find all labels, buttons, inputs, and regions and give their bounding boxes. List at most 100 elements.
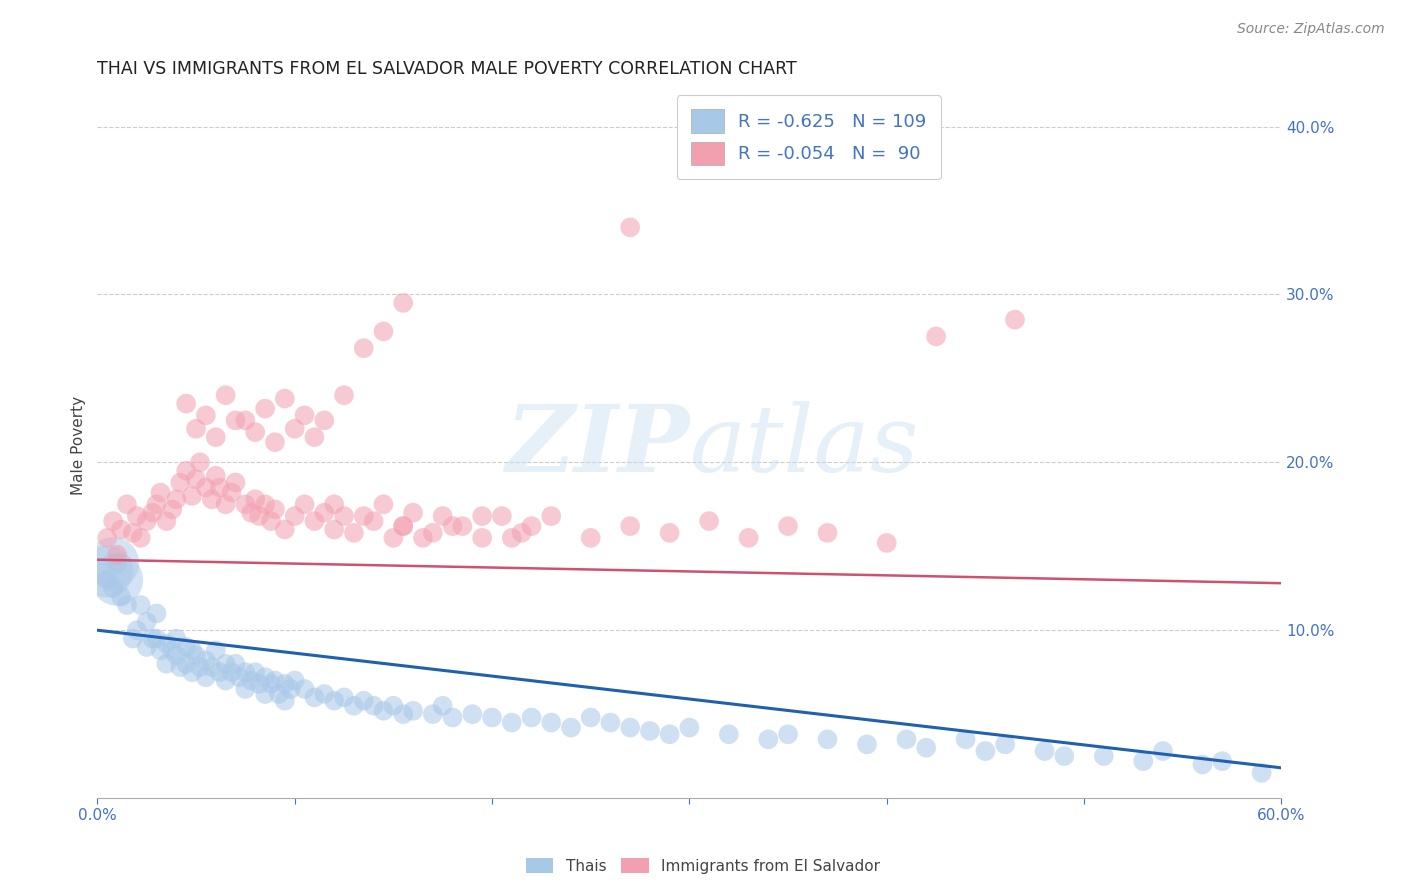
Text: THAI VS IMMIGRANTS FROM EL SALVADOR MALE POVERTY CORRELATION CHART: THAI VS IMMIGRANTS FROM EL SALVADOR MALE…	[97, 60, 797, 78]
Point	[110, 590, 132, 604]
Point	[274, 677, 297, 691]
Point	[96, 565, 118, 579]
Point	[204, 468, 226, 483]
Point	[501, 531, 523, 545]
Point	[638, 723, 661, 738]
Point	[737, 531, 759, 545]
Point	[204, 430, 226, 444]
Point	[343, 525, 366, 540]
Point	[678, 721, 700, 735]
Point	[373, 325, 395, 339]
Point	[221, 485, 243, 500]
Point	[280, 681, 302, 696]
Point	[314, 687, 336, 701]
Point	[264, 435, 287, 450]
Point	[915, 740, 938, 755]
Point	[579, 710, 602, 724]
Point	[184, 472, 207, 486]
Point	[142, 632, 165, 646]
Point	[224, 657, 246, 671]
Point	[510, 525, 533, 540]
Point	[432, 509, 454, 524]
Point	[208, 665, 231, 680]
Point	[264, 502, 287, 516]
Point	[333, 388, 356, 402]
Point	[267, 687, 290, 701]
Point	[333, 509, 356, 524]
Point	[392, 707, 415, 722]
Point	[1152, 744, 1174, 758]
Point	[776, 727, 799, 741]
Point	[165, 648, 187, 663]
Point	[353, 694, 375, 708]
Point	[776, 519, 799, 533]
Point	[412, 531, 434, 545]
Point	[260, 514, 283, 528]
Point	[245, 665, 267, 680]
Point	[240, 506, 263, 520]
Point	[181, 643, 204, 657]
Point	[235, 497, 257, 511]
Point	[101, 581, 124, 595]
Point	[540, 715, 562, 730]
Point	[658, 525, 681, 540]
Point	[353, 341, 375, 355]
Point	[461, 707, 484, 722]
Point	[194, 409, 217, 423]
Point	[188, 455, 211, 469]
Point	[224, 413, 246, 427]
Point	[363, 514, 385, 528]
Point	[619, 220, 641, 235]
Point	[214, 497, 236, 511]
Point	[235, 681, 257, 696]
Point	[174, 396, 197, 410]
Point	[162, 643, 184, 657]
Text: atlas: atlas	[689, 401, 920, 491]
Point	[955, 732, 977, 747]
Point	[363, 698, 385, 713]
Point	[221, 665, 243, 680]
Point	[896, 732, 918, 747]
Point	[149, 643, 172, 657]
Point	[392, 519, 415, 533]
Point	[208, 481, 231, 495]
Point	[697, 514, 720, 528]
Point	[260, 677, 283, 691]
Point	[247, 677, 270, 691]
Point	[501, 715, 523, 730]
Point	[115, 598, 138, 612]
Point	[491, 509, 513, 524]
Point	[471, 509, 494, 524]
Point	[353, 509, 375, 524]
Point	[304, 690, 326, 705]
Y-axis label: Male Poverty: Male Poverty	[72, 396, 86, 495]
Point	[135, 514, 157, 528]
Point	[135, 615, 157, 629]
Point	[214, 388, 236, 402]
Point	[1092, 749, 1115, 764]
Point	[201, 492, 224, 507]
Point	[96, 573, 118, 587]
Point	[817, 525, 839, 540]
Point	[105, 548, 128, 562]
Point	[162, 502, 184, 516]
Point	[304, 430, 326, 444]
Point	[135, 640, 157, 654]
Point	[925, 329, 948, 343]
Point	[122, 632, 145, 646]
Point	[422, 525, 444, 540]
Point	[149, 485, 172, 500]
Point	[441, 519, 464, 533]
Point	[254, 497, 277, 511]
Point	[294, 681, 316, 696]
Point	[392, 296, 415, 310]
Point	[432, 698, 454, 713]
Point	[247, 509, 270, 524]
Point	[155, 514, 177, 528]
Point	[245, 425, 267, 439]
Point	[145, 497, 167, 511]
Point	[101, 514, 124, 528]
Point	[245, 492, 267, 507]
Point	[1191, 757, 1213, 772]
Point	[214, 657, 236, 671]
